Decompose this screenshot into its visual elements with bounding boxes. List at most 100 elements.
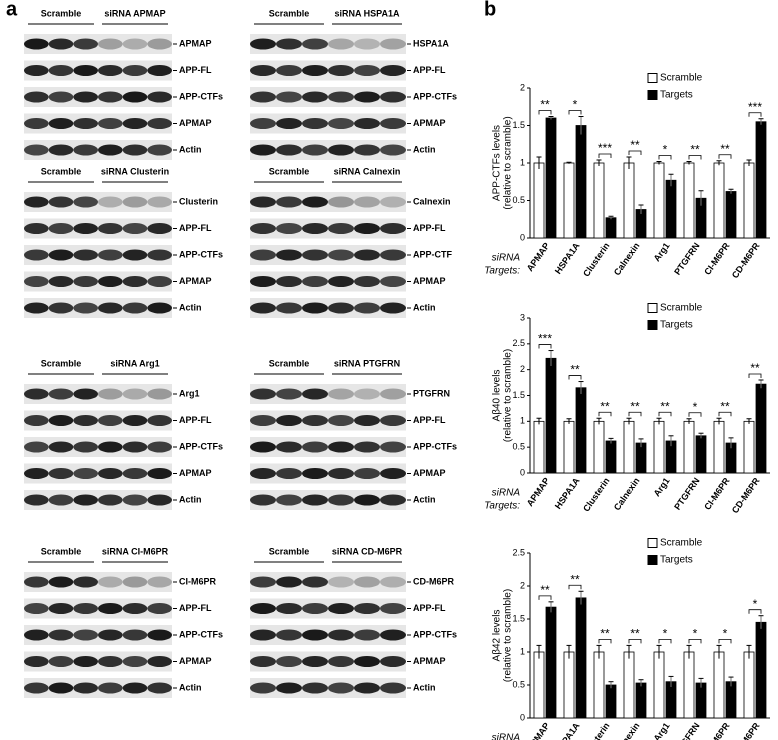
blot-band xyxy=(73,682,98,694)
blot-band xyxy=(122,38,148,50)
blot-band xyxy=(48,65,74,76)
error-bar xyxy=(548,116,554,120)
significance-label: ** xyxy=(570,363,580,377)
blot-control-label: Scramble xyxy=(269,546,310,556)
blot-band xyxy=(276,388,302,400)
blot-band xyxy=(24,91,49,103)
error-bar xyxy=(626,156,632,169)
blot-band-label: APP-CTFs xyxy=(179,249,223,259)
y-tick-label: 2.5 xyxy=(512,547,525,557)
blot-band xyxy=(302,196,328,208)
blot-band xyxy=(122,91,148,103)
legend-label: Scramble xyxy=(660,73,703,84)
significance-label: ** xyxy=(600,627,610,641)
significance-label: ** xyxy=(750,361,760,375)
blot-band xyxy=(24,603,49,614)
blot-band xyxy=(276,91,302,103)
blot-band xyxy=(276,576,302,588)
bar xyxy=(683,651,695,719)
blot-band xyxy=(354,144,380,156)
blot-band xyxy=(328,576,354,588)
blot-band-label: APMAP xyxy=(413,118,446,128)
bar xyxy=(725,191,737,239)
blot-band xyxy=(73,388,98,400)
blot-band xyxy=(380,118,406,129)
blot-band xyxy=(73,494,98,506)
blot-band xyxy=(354,629,380,641)
significance-label: * xyxy=(573,98,578,112)
blot-band xyxy=(24,196,49,208)
blot-band xyxy=(73,196,98,208)
error-bar xyxy=(566,644,572,659)
blot-band xyxy=(276,249,302,261)
blot-band xyxy=(354,388,380,400)
error-bar xyxy=(596,159,602,166)
x-tick-label: Arg1 xyxy=(652,476,672,499)
blot-band xyxy=(73,603,98,614)
blot-band xyxy=(380,276,406,287)
blot-band xyxy=(302,629,328,641)
blot-band xyxy=(328,388,354,400)
bar xyxy=(593,651,605,719)
blot-band xyxy=(302,682,328,694)
blot-band xyxy=(73,223,98,234)
error-bar xyxy=(548,601,554,613)
bar xyxy=(605,684,617,719)
error-bar xyxy=(716,644,722,659)
y-tick-label: 3 xyxy=(520,312,525,322)
blot-band xyxy=(276,468,302,479)
blot-band xyxy=(122,415,148,426)
error-bar xyxy=(638,679,644,687)
blot-band-label: APP-CTF xyxy=(413,249,452,259)
x-tick-label: CD-M6PR xyxy=(730,720,762,740)
x-tick-label: APMAP xyxy=(525,476,552,508)
legend-swatch xyxy=(647,73,658,83)
blot-band xyxy=(328,91,354,103)
blot-band xyxy=(98,196,123,208)
blot-band xyxy=(122,302,148,314)
x-tick-label: Calnexin xyxy=(612,476,642,512)
blot-band xyxy=(122,388,148,400)
x-tick-label: HSPA1A xyxy=(553,240,582,276)
blot-band xyxy=(380,65,406,76)
legend-swatch xyxy=(647,555,658,565)
bar xyxy=(635,682,647,719)
error-bar xyxy=(656,161,662,165)
bar xyxy=(665,681,677,719)
blot-band xyxy=(354,656,380,667)
bar xyxy=(623,651,635,719)
blot-band xyxy=(380,682,406,694)
blot-band xyxy=(122,468,148,479)
significance-label: *** xyxy=(598,141,612,155)
blot-band xyxy=(380,603,406,614)
significance-bracket xyxy=(598,153,612,158)
bar xyxy=(533,651,545,719)
bar xyxy=(755,621,767,719)
significance-bracket xyxy=(688,155,702,160)
blot-band-label: Actin xyxy=(179,302,202,312)
bar xyxy=(755,383,767,474)
x-axis-label: siRNA xyxy=(492,253,521,264)
blot-band xyxy=(328,494,354,506)
error-bar xyxy=(608,437,614,444)
x-tick-label: Calnexin xyxy=(612,721,642,740)
blot-band xyxy=(276,656,302,667)
bar xyxy=(593,162,605,239)
blot-band xyxy=(250,144,276,156)
blot-band xyxy=(276,65,302,76)
significance-bracket xyxy=(688,639,702,644)
x-tick-label: Clusterin xyxy=(581,476,612,514)
blot-band xyxy=(380,91,406,103)
significance-bracket xyxy=(538,595,552,600)
blot-band xyxy=(276,196,302,208)
y-tick-label: 0 xyxy=(520,467,525,477)
blot-band xyxy=(98,441,123,453)
bar xyxy=(563,162,575,239)
x-tick-label: Arg1 xyxy=(652,721,672,740)
blot-band xyxy=(276,118,302,129)
blot-band xyxy=(250,223,276,234)
bar xyxy=(683,420,695,474)
blot-band xyxy=(250,249,276,261)
blot-band xyxy=(48,603,74,614)
blot-band xyxy=(276,603,302,614)
